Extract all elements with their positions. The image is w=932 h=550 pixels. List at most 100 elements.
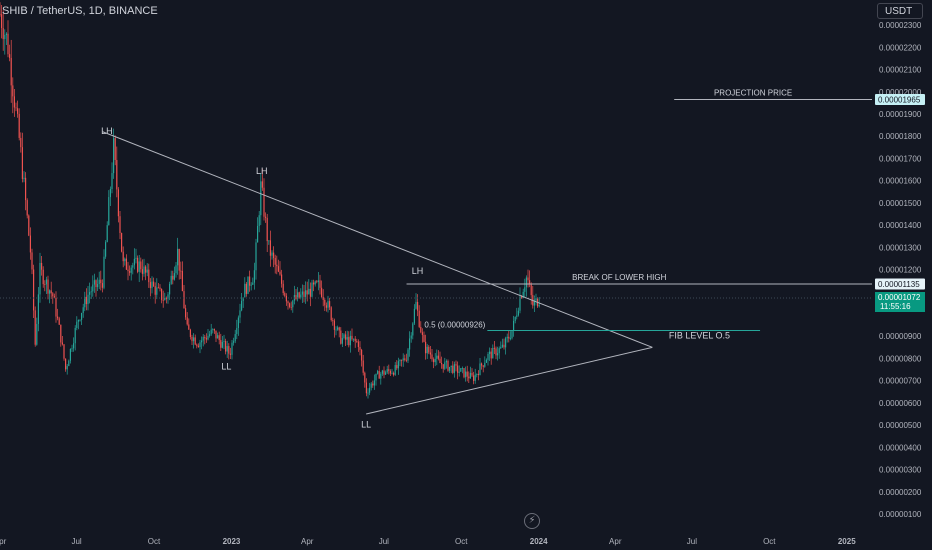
candle-body (229, 353, 231, 355)
candle-body (28, 215, 30, 236)
candle-body (482, 365, 484, 367)
time-axis-tick: Oct (455, 537, 468, 546)
candle-body (21, 147, 23, 179)
candle-body (236, 327, 238, 335)
candle-body (493, 347, 495, 349)
candle-body (385, 372, 387, 375)
candle-body (444, 362, 446, 369)
candle-body (242, 297, 244, 301)
candle-body (66, 366, 68, 370)
candle-body (241, 300, 243, 311)
candle-body (490, 351, 492, 359)
candle-body (57, 316, 59, 319)
candle-body (159, 287, 161, 289)
candle-body (346, 337, 348, 340)
candle-body (244, 283, 246, 298)
last-price-countdown: 11:55:16 (880, 302, 911, 311)
candle-body (396, 365, 398, 369)
price-axis-tick: 0.00001600 (879, 177, 922, 186)
candle-body (183, 291, 185, 309)
candle-body (345, 334, 347, 340)
candle-body (357, 341, 359, 348)
candle-body (276, 264, 278, 267)
candle-body (447, 361, 449, 371)
candle-body (519, 296, 521, 311)
candle-body (0, 14, 1, 15)
candle-body (289, 303, 291, 307)
trendline (366, 346, 653, 415)
candle-body (335, 329, 337, 331)
candle-body (53, 296, 55, 298)
candle-body (178, 248, 180, 271)
candle-body (191, 336, 193, 342)
candle-body (252, 282, 254, 285)
time-axis-tick: Oct (148, 537, 161, 546)
candle-body (269, 240, 271, 256)
candle-body (145, 266, 147, 273)
candle-body (527, 277, 529, 281)
candle-body (199, 342, 201, 347)
price-axis-tick: 0.00000400 (879, 443, 922, 452)
candle-body (364, 372, 366, 383)
candle-body (153, 281, 155, 287)
candle-body (521, 296, 523, 298)
candle-body (354, 338, 356, 342)
candle-body (108, 197, 110, 226)
candle-body (425, 341, 427, 354)
candle-body (117, 189, 119, 217)
candle-body (314, 281, 316, 285)
candle-body (324, 299, 326, 306)
candle-body (484, 362, 486, 367)
candle-body (391, 372, 393, 374)
candle-body (497, 353, 499, 356)
annotation-label: FIB LEVEL O.5 (669, 330, 730, 340)
candle-body (90, 291, 92, 293)
price-axis-tick: 0.00000600 (879, 399, 922, 408)
candle-body (73, 343, 75, 349)
candle-body (287, 301, 289, 304)
candle-body (273, 252, 275, 258)
candle-body (10, 57, 12, 86)
candle-body (210, 329, 212, 335)
candle-body (516, 315, 518, 317)
candle-body (223, 341, 225, 342)
candle-body (378, 371, 380, 379)
annotation-label: LH (256, 166, 268, 176)
tradingview-logo-icon[interactable]: ⚡ (524, 513, 540, 529)
candle-body (173, 273, 175, 280)
price-axis-tick: 0.00001500 (879, 199, 922, 208)
candle-body (463, 368, 465, 378)
candle-body (297, 292, 299, 300)
candle-body (279, 271, 281, 275)
candle-body (226, 346, 228, 352)
time-axis-tick: Apr (609, 537, 622, 546)
currency-button[interactable]: USDT (877, 3, 923, 19)
candle-body (268, 240, 270, 242)
candle-body (156, 287, 158, 295)
candle-body (455, 364, 457, 366)
price-axis-tick: 0.00000500 (879, 421, 922, 430)
candle-body (500, 346, 502, 349)
candle-body (517, 310, 519, 316)
candle-body (113, 138, 115, 174)
candle-body (525, 277, 527, 288)
candle-body (85, 296, 87, 305)
candle-body (5, 33, 7, 36)
price-tag: 0.00001965 (875, 94, 925, 106)
candle-body (154, 286, 156, 295)
candle-body (220, 340, 222, 348)
candle-body (151, 281, 153, 289)
time-axis[interactable]: Apr Jul Oct 2023 Apr Jul Oct 2024 Apr Jul Oct 2025 (0, 537, 856, 546)
candle-body (116, 160, 118, 190)
time-axis-tick: 2023 (223, 537, 241, 546)
candle-body (452, 365, 454, 373)
candle-body (141, 269, 143, 274)
time-axis-tick: 2025 (838, 537, 856, 546)
candle-body (61, 342, 63, 345)
candle-body (89, 292, 91, 295)
candle-body (317, 280, 319, 283)
candle-body (513, 320, 515, 331)
candle-body (359, 347, 361, 350)
price-axis[interactable]: 0.00002300 0.00002200 0.00002100 0.00002000… (875, 21, 925, 519)
